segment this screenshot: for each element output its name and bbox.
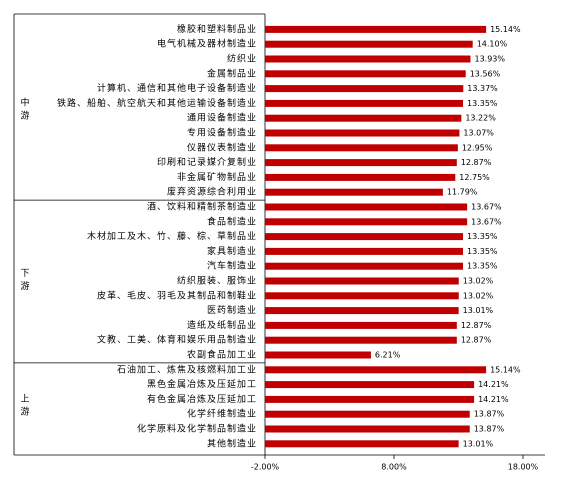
y-tick-label: 化学原料及化学制品制造业 [137, 423, 257, 435]
y-tick-label: 纺织业 [227, 53, 257, 65]
bar [265, 85, 464, 93]
bar [265, 218, 468, 226]
bar [265, 425, 470, 433]
y-tick-label: 废弃资源综合利用业 [167, 186, 257, 198]
bar [265, 25, 487, 33]
bar [265, 40, 473, 48]
y-tick-label: 化学纤维制造业 [187, 408, 257, 420]
bar [265, 159, 457, 167]
value-label: 14.10% [477, 40, 508, 49]
value-label: 13.37% [467, 84, 498, 93]
group-label: 上游 [19, 394, 30, 420]
y-tick-label: 石油加工、炼焦及核燃料加工业 [117, 363, 257, 375]
bar [265, 440, 459, 448]
value-label: 13.02% [463, 277, 494, 286]
bar [265, 336, 457, 344]
y-tick-label: 皮革、毛皮、羽毛及其制品和制鞋业 [97, 289, 257, 301]
value-label: 13.93% [474, 55, 505, 64]
value-label: 13.22% [465, 114, 496, 123]
bar [265, 247, 464, 255]
bar [265, 381, 475, 389]
y-tick-label: 专用设备制造业 [187, 127, 257, 139]
y-tick-label: 有色金属冶炼及压延加工 [147, 393, 257, 405]
value-label: 6.21% [375, 351, 401, 360]
bar [265, 410, 470, 418]
value-label: 13.02% [463, 291, 494, 300]
value-label: 15.14% [490, 25, 521, 34]
value-label: 13.67% [471, 217, 502, 226]
value-label: 12.95% [462, 143, 493, 152]
y-tick-label: 黑色金属冶炼及压延加工 [147, 378, 257, 390]
value-label: 13.35% [467, 99, 498, 108]
group-label: 中游 [19, 97, 30, 124]
x-tick-label: 8.00% [381, 463, 407, 472]
y-tick-label: 食品制造业 [207, 215, 257, 227]
bar [265, 144, 458, 152]
group-label: 下游 [19, 268, 30, 294]
bar [265, 277, 459, 285]
value-label: 13.01% [463, 306, 494, 315]
y-tick-label: 印刷和记录媒介复制业 [157, 156, 257, 168]
value-label: 15.14% [490, 365, 521, 374]
y-tick-label: 农副食品加工业 [187, 349, 257, 361]
y-tick-label: 家具制造业 [207, 245, 257, 257]
y-tick-label: 文教、工美、体育和娱乐用品制造业 [97, 334, 257, 346]
y-tick-label: 其他制造业 [207, 437, 257, 449]
bar [265, 114, 462, 122]
bar [265, 395, 475, 403]
y-tick-label: 非金属矿物制品业 [177, 171, 257, 183]
bar [265, 366, 487, 374]
value-label: 12.87% [461, 158, 492, 167]
y-tick-label: 纺织服装、服饰业 [177, 275, 257, 287]
x-tick-label: -2.00% [251, 463, 280, 472]
bar [265, 262, 464, 270]
value-label: 14.21% [478, 380, 509, 389]
y-tick-label: 酒、饮料和精制茶制造业 [147, 201, 257, 213]
value-label: 13.87% [474, 410, 505, 419]
bar [265, 233, 464, 241]
y-tick-label: 橡胶和塑料制品业 [177, 23, 257, 35]
y-tick-label: 计算机、通信和其他电子设备制造业 [97, 82, 257, 94]
y-tick-label: 铁路、船舶、航空航天和其他运输设备制造业 [57, 97, 257, 109]
value-label: 12.87% [461, 336, 492, 345]
bar [265, 188, 443, 196]
bar [265, 321, 457, 329]
value-label: 13.35% [467, 262, 498, 271]
y-tick-label: 仪器仪表制造业 [187, 141, 257, 153]
y-tick-label: 造纸及纸制品业 [187, 319, 257, 331]
y-tick-label: 医药制造业 [207, 304, 257, 316]
value-label: 12.75% [459, 173, 490, 182]
value-label: 13.35% [467, 247, 498, 256]
bar [265, 55, 471, 63]
value-label: 13.67% [471, 203, 502, 212]
bar [265, 351, 371, 359]
value-label: 12.87% [461, 321, 492, 330]
value-label: 13.56% [470, 69, 501, 78]
bar [265, 203, 468, 211]
value-label: 14.21% [478, 395, 509, 404]
value-label: 11.79% [447, 188, 478, 197]
bar [265, 70, 466, 78]
bar [265, 129, 460, 137]
value-label: 13.01% [463, 439, 494, 448]
bar [265, 99, 464, 107]
y-tick-label: 通用设备制造业 [187, 112, 257, 124]
bar [265, 173, 456, 181]
y-tick-label: 电气机械及器材制造业 [157, 38, 257, 50]
bar [265, 307, 459, 315]
y-tick-label: 木材加工及木、竹、藤、棕、草制品业 [87, 230, 257, 242]
value-label: 13.87% [474, 425, 505, 434]
y-tick-label: 汽车制造业 [207, 260, 257, 272]
value-label: 13.07% [463, 129, 494, 138]
x-tick-label: 18.00% [508, 463, 539, 472]
y-tick-label: 金属制品业 [207, 67, 257, 79]
bar [265, 292, 459, 300]
value-label: 13.35% [467, 232, 498, 241]
